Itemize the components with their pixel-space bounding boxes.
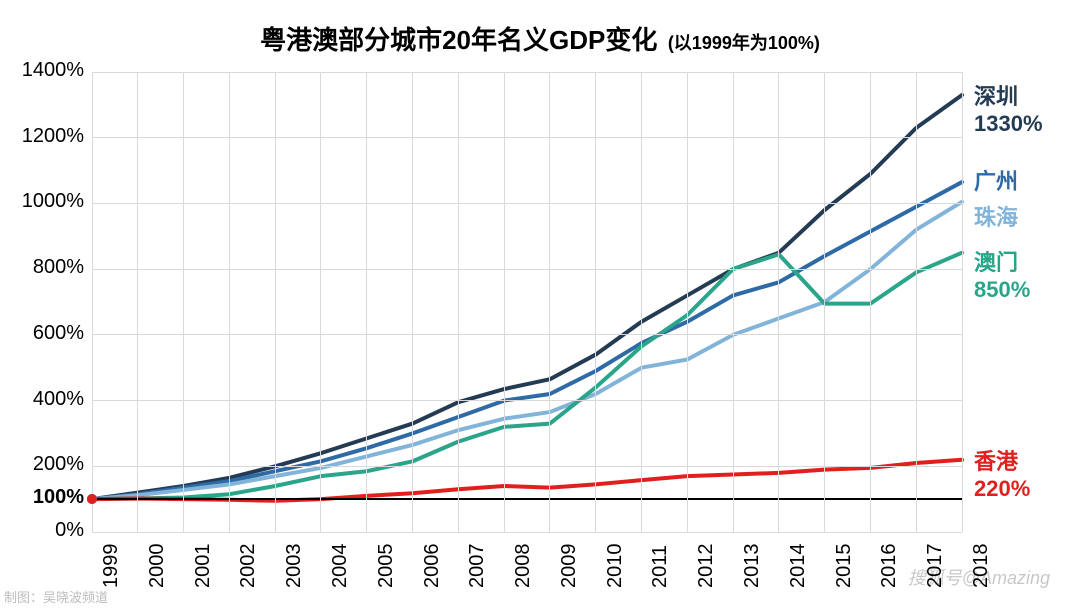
gridline <box>137 72 138 532</box>
series-name: 深圳 <box>974 79 1043 111</box>
gridline <box>92 72 93 532</box>
gridline <box>183 72 184 532</box>
gridline <box>549 72 550 532</box>
gridline <box>733 72 734 532</box>
x-axis-label: 2009 <box>558 544 581 589</box>
y-axis-label: 800% <box>0 256 84 279</box>
series-name: 珠海 <box>974 200 1018 232</box>
gridline <box>778 72 779 532</box>
x-axis-label: 2016 <box>878 544 901 589</box>
y-axis-label: 400% <box>0 388 84 411</box>
series-end-label: 广州 <box>974 164 1018 196</box>
x-axis-label: 2000 <box>146 544 169 589</box>
series-name: 广州 <box>974 164 1018 196</box>
y-axis-label: 1400% <box>0 59 84 82</box>
x-axis-label: 2004 <box>329 544 352 589</box>
y-axis-label: 200% <box>0 453 84 476</box>
gridline <box>916 72 917 532</box>
gridline <box>962 72 963 532</box>
series-line-广州 <box>92 182 962 499</box>
gridline <box>92 466 962 467</box>
gridline <box>504 72 505 532</box>
x-axis-label: 2007 <box>466 544 489 589</box>
x-axis-label: 2014 <box>787 544 810 589</box>
gridline <box>366 72 367 532</box>
gridline <box>870 72 871 532</box>
x-axis-label: 2008 <box>512 544 535 589</box>
series-end-value: 220% <box>974 476 1030 502</box>
x-axis-label: 2011 <box>649 545 672 588</box>
gridline <box>275 72 276 532</box>
series-line-澳门 <box>92 253 962 499</box>
gridline <box>92 72 962 73</box>
gridline <box>458 72 459 532</box>
series-line-珠海 <box>92 202 962 499</box>
x-axis-label: 1999 <box>100 544 123 589</box>
series-end-label: 澳门850% <box>974 245 1030 303</box>
y-axis-label: 600% <box>0 322 84 345</box>
gridline <box>229 72 230 532</box>
gridline <box>595 72 596 532</box>
x-axis-label: 2002 <box>237 544 260 589</box>
y-axis-label: 1000% <box>0 190 84 213</box>
gridline <box>92 400 962 401</box>
gridline <box>320 72 321 532</box>
gridline <box>92 203 962 204</box>
gridline <box>92 334 962 335</box>
x-axis-label: 2013 <box>741 544 764 589</box>
chart-container: 粤港澳部分城市20年名义GDP变化 (以1999年为100%) 制图：吴晓波频道… <box>0 0 1080 608</box>
gridline <box>824 72 825 532</box>
series-end-label: 深圳1330% <box>974 79 1043 137</box>
x-axis-label: 2001 <box>192 544 215 589</box>
series-end-label: 香港220% <box>974 444 1030 502</box>
gridline <box>92 532 962 533</box>
credit-text: 制图：吴晓波频道 <box>4 587 108 606</box>
x-axis-label: 2006 <box>421 544 444 589</box>
x-axis-label: 2003 <box>283 544 306 589</box>
y-axis-label: 100% <box>0 486 84 509</box>
y-axis-label: 0% <box>0 519 84 542</box>
x-axis-label: 2015 <box>833 544 856 589</box>
y-axis-label: 1200% <box>0 125 84 148</box>
gridline <box>412 72 413 532</box>
x-axis-label: 2012 <box>695 544 718 589</box>
series-name: 澳门 <box>974 245 1030 277</box>
x-axis-label: 2010 <box>604 544 627 589</box>
x-axis-label: 2018 <box>970 544 993 589</box>
gridline <box>92 269 962 270</box>
series-end-value: 1330% <box>974 111 1043 137</box>
gridline <box>92 137 962 138</box>
x-axis-label: 2005 <box>375 544 398 589</box>
gridline <box>687 72 688 532</box>
series-end-label: 珠海 <box>974 200 1018 232</box>
series-name: 香港 <box>974 444 1030 476</box>
baseline-100 <box>92 498 962 500</box>
gridline <box>641 72 642 532</box>
series-end-value: 850% <box>974 277 1030 303</box>
x-axis-label: 2017 <box>924 544 947 589</box>
series-start-dot <box>87 494 97 504</box>
line-series-svg <box>0 0 1080 608</box>
